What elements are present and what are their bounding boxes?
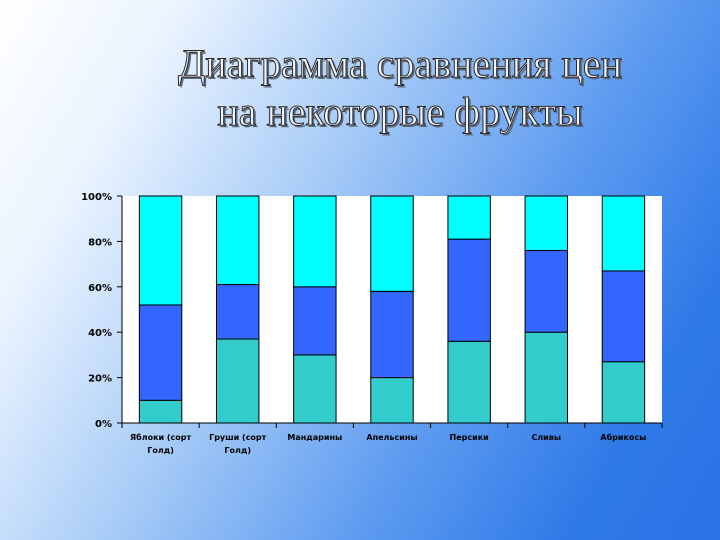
bar-segment xyxy=(293,195,337,288)
x-category-label: Голд) xyxy=(224,446,251,455)
bar-segment xyxy=(216,338,260,424)
x-category-label: Абрикосы xyxy=(600,432,646,442)
bar-segment xyxy=(524,249,568,333)
bar-segment xyxy=(447,238,491,342)
bar-segment xyxy=(138,399,183,424)
bar-segment xyxy=(370,290,414,379)
y-tick-label: 0% xyxy=(95,419,112,430)
x-category-label: Груши (сорт xyxy=(209,433,267,442)
bar-segment xyxy=(447,195,491,240)
y-tick-label: 40% xyxy=(88,328,112,339)
bar-segment xyxy=(293,354,337,424)
x-category-label: Мандарины xyxy=(287,433,342,442)
bar-segment xyxy=(601,270,646,363)
slide-title: Диаграмма сравнения цен на некоторые фру… xyxy=(100,40,700,136)
bar-segment xyxy=(524,331,568,424)
bar-segment xyxy=(370,195,414,292)
x-category-label: Голд) xyxy=(147,446,174,455)
bar-segment xyxy=(601,195,646,272)
bar-segment xyxy=(216,284,260,340)
y-tick-label: 60% xyxy=(88,283,112,294)
slide-title-line-1: Диаграмма сравнения цен xyxy=(177,41,623,87)
x-category-label: Апельсины xyxy=(366,433,417,442)
bar-segment xyxy=(138,304,183,401)
bar-segment xyxy=(447,340,491,424)
x-category-label: Сливы xyxy=(531,433,561,442)
x-category-label: Яблоки (сорт xyxy=(130,432,192,442)
bar-segment xyxy=(138,195,183,306)
bar-segment xyxy=(370,377,414,424)
bar-segment xyxy=(216,195,260,286)
slide-title-line-2: на некоторые фрукты xyxy=(217,89,583,135)
y-tick-label: 100% xyxy=(81,192,112,203)
bar-segment xyxy=(601,361,646,424)
y-tick-label: 20% xyxy=(88,374,112,385)
x-category-label: Персики xyxy=(450,433,489,442)
bar-segment xyxy=(524,195,568,251)
y-tick-label: 80% xyxy=(88,237,112,248)
bar-segment xyxy=(293,286,337,356)
